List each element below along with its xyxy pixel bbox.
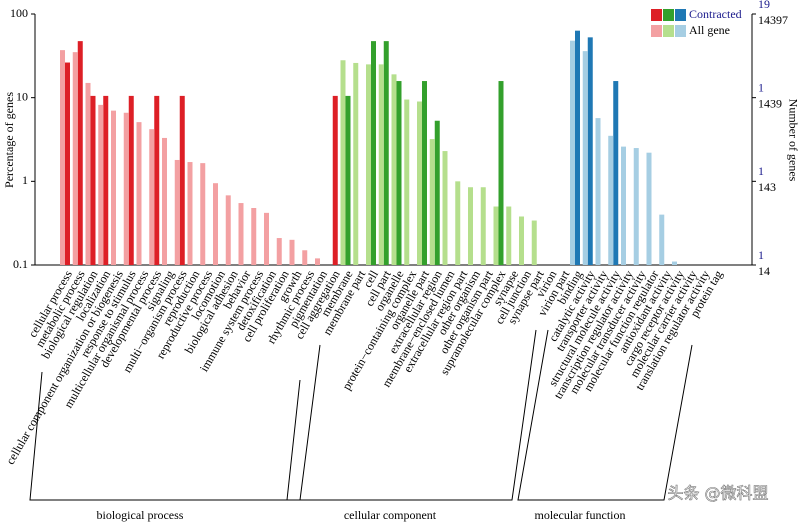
group-label: cellular component	[344, 508, 437, 522]
bar	[85, 82, 91, 265]
bar	[276, 238, 282, 265]
bar	[608, 135, 614, 265]
y2-tick-label: 143	[758, 180, 776, 194]
bar	[128, 95, 134, 265]
group-label: molecular function	[535, 508, 626, 522]
bar	[587, 37, 593, 265]
bar	[417, 101, 422, 265]
bar	[396, 81, 402, 266]
bar	[582, 51, 588, 265]
y-tick-label: 1	[22, 173, 28, 187]
legend-swatch	[663, 25, 674, 37]
y-tick-label: 100	[10, 6, 28, 20]
legend-swatch	[651, 9, 662, 21]
bar	[174, 159, 180, 265]
bar	[422, 81, 427, 266]
group-label: biological process	[97, 508, 184, 522]
bar	[289, 239, 295, 265]
bar	[302, 250, 308, 265]
bar	[570, 40, 575, 266]
y2-tick-label: 14	[758, 264, 770, 278]
bar	[60, 50, 65, 265]
bar	[162, 137, 167, 265]
bar	[98, 104, 104, 266]
y2-tick-label-contracted: 19	[758, 0, 770, 11]
bar	[646, 152, 652, 265]
bar	[391, 74, 397, 265]
bar	[493, 206, 499, 265]
bar	[136, 122, 142, 265]
bar	[72, 52, 78, 266]
bar	[575, 30, 580, 265]
bar	[179, 95, 185, 265]
y2-tick-label-contracted: 1	[758, 164, 764, 178]
y2-tick-label: 14397	[758, 13, 788, 27]
bar	[595, 118, 601, 266]
bar	[332, 95, 338, 265]
watermark: 头条 @微科盟	[667, 484, 768, 503]
bar	[213, 183, 218, 265]
bar	[103, 95, 109, 265]
bar	[149, 129, 155, 265]
bar	[65, 62, 70, 266]
bar	[90, 95, 96, 265]
bar	[315, 258, 320, 265]
y2-axis-title: Number of genes	[786, 99, 800, 182]
group-bracket	[286, 329, 537, 501]
legend-swatch	[675, 25, 686, 37]
bar	[225, 195, 231, 265]
y-axis-title: Percentage of genes	[2, 92, 16, 188]
bar	[621, 146, 626, 265]
bar	[468, 187, 473, 265]
bar	[434, 120, 440, 265]
bar	[498, 81, 504, 266]
bar	[154, 95, 160, 265]
bar	[633, 148, 639, 265]
bar	[371, 41, 376, 266]
y-tick-label: 0.1	[13, 257, 28, 271]
group-bracket	[517, 329, 693, 501]
legend-swatch	[651, 25, 662, 37]
bar	[383, 41, 389, 266]
y-tick-label: 10	[16, 89, 28, 103]
bar	[506, 206, 512, 265]
bar	[404, 99, 410, 265]
bar	[123, 112, 129, 265]
bar	[672, 261, 677, 265]
bar	[264, 212, 269, 265]
bar	[378, 64, 384, 266]
bar	[200, 163, 206, 265]
bar	[187, 162, 193, 265]
bar	[353, 62, 359, 265]
bar	[519, 216, 524, 265]
legend-swatch	[675, 9, 686, 21]
y2-tick-label: 1439	[758, 96, 782, 110]
bar	[659, 214, 665, 265]
legend-label: Contracted	[689, 7, 742, 21]
bar	[429, 139, 435, 265]
bar	[238, 203, 244, 265]
bar	[111, 110, 116, 265]
bar	[480, 187, 486, 265]
bar	[531, 220, 537, 265]
bar	[455, 181, 461, 265]
y2-tick-label-contracted: 1	[758, 248, 764, 262]
bar	[345, 95, 351, 265]
bar	[251, 208, 257, 265]
legend-label: All gene	[689, 23, 730, 37]
y2-tick-label-contracted: 1	[758, 80, 764, 94]
bar	[613, 81, 619, 266]
bar	[77, 41, 83, 266]
bar	[340, 60, 346, 266]
bar	[442, 151, 448, 265]
group-bracket	[29, 344, 321, 501]
legend-swatch	[663, 9, 674, 21]
bar	[366, 64, 371, 266]
